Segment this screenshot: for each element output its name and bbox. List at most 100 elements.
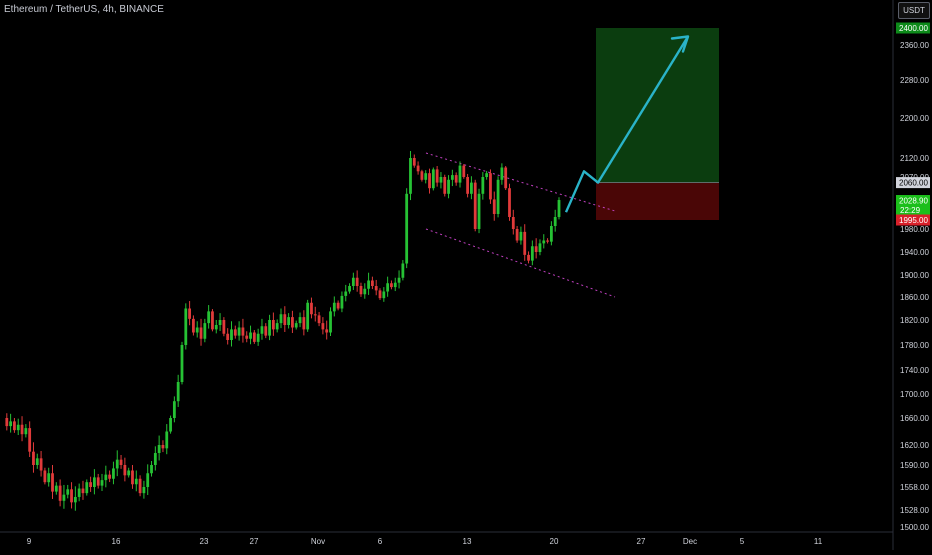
projection-path bbox=[564, 35, 690, 213]
candle-body bbox=[336, 302, 340, 309]
candle-body bbox=[77, 488, 81, 497]
candle-body bbox=[226, 333, 230, 340]
time-tick-label: 27 bbox=[637, 537, 646, 546]
candle-body bbox=[534, 246, 538, 252]
candle-body bbox=[374, 286, 378, 291]
candle-body bbox=[222, 320, 226, 334]
candle-body bbox=[409, 158, 412, 194]
price-tick-label: 2280.00 bbox=[900, 76, 929, 85]
candle-body bbox=[443, 177, 447, 194]
candle-body bbox=[302, 317, 306, 330]
candle-body bbox=[20, 424, 24, 435]
candle-body bbox=[264, 326, 268, 336]
candle-body bbox=[230, 329, 233, 340]
candle-body bbox=[47, 473, 51, 483]
candle-body bbox=[454, 175, 458, 183]
candle-body bbox=[462, 165, 466, 177]
long-position-tool bbox=[596, 28, 719, 220]
candle-body bbox=[199, 327, 203, 339]
candle-body bbox=[176, 382, 180, 402]
candle-body bbox=[420, 171, 424, 180]
candle-body bbox=[397, 277, 401, 283]
price-tick-label: 1820.00 bbox=[900, 316, 929, 325]
candle-body bbox=[386, 283, 390, 292]
candle-body bbox=[131, 470, 134, 485]
candle-body bbox=[332, 302, 336, 312]
candle-body bbox=[416, 165, 420, 172]
candle-body bbox=[249, 332, 252, 339]
target-zone bbox=[596, 28, 719, 183]
candle-body bbox=[81, 488, 85, 494]
price-tick-label: 1740.00 bbox=[900, 366, 929, 375]
candle-body bbox=[35, 458, 39, 465]
candle-body bbox=[195, 327, 199, 333]
candle-body bbox=[515, 229, 519, 241]
candle-body bbox=[405, 193, 409, 264]
candle-body bbox=[24, 428, 28, 435]
candle-body bbox=[127, 470, 131, 476]
candle-body bbox=[481, 177, 485, 194]
price-tick-label: 1900.00 bbox=[900, 271, 929, 280]
candle-body bbox=[51, 473, 54, 492]
candle-body bbox=[96, 477, 100, 486]
candle-body bbox=[523, 231, 527, 255]
candle-body bbox=[549, 226, 553, 242]
price-tick-label: 1558.00 bbox=[900, 483, 929, 492]
candle-body bbox=[157, 445, 161, 453]
time-tick-label: 16 bbox=[112, 537, 121, 546]
candle-body bbox=[233, 329, 237, 336]
price-tick-label: 1660.00 bbox=[900, 414, 929, 423]
candle-body bbox=[412, 158, 416, 166]
candle-body bbox=[5, 418, 9, 427]
candle-body bbox=[477, 193, 481, 229]
price-tag-label: 2028.90 bbox=[899, 197, 928, 206]
candle-body bbox=[172, 401, 176, 418]
candle-body bbox=[62, 494, 66, 501]
candle-body bbox=[146, 473, 150, 487]
candle-body bbox=[428, 173, 431, 189]
candle-body bbox=[73, 496, 77, 503]
candle-body bbox=[447, 179, 450, 194]
time-tick-label: 27 bbox=[250, 537, 259, 546]
candle-body bbox=[268, 320, 271, 336]
price-tick-label: 2360.00 bbox=[900, 41, 929, 50]
time-tick-label: Dec bbox=[683, 537, 697, 546]
candle-body bbox=[218, 320, 222, 325]
price-tag-label: 2060.00 bbox=[899, 179, 928, 188]
price-tag-label: 1995.00 bbox=[899, 216, 928, 225]
currency-button[interactable]: USDT bbox=[898, 2, 930, 19]
candle-body bbox=[325, 329, 329, 333]
candle-body bbox=[306, 302, 310, 330]
price-tag bbox=[896, 177, 930, 189]
time-tick-label: 11 bbox=[814, 537, 823, 546]
candle-body bbox=[100, 480, 104, 486]
candle-body bbox=[329, 311, 332, 333]
time-tick-label: 20 bbox=[550, 537, 559, 546]
candle-body bbox=[58, 485, 62, 501]
candle-body bbox=[511, 217, 515, 229]
price-tick-label: 1528.00 bbox=[900, 506, 929, 515]
price-tick-label: 1500.00 bbox=[900, 523, 929, 532]
candle-body bbox=[142, 487, 146, 494]
candle-body bbox=[473, 182, 477, 229]
time-axis: 9 16 23 27 Nov 6 13 20 27 Dec 5 11 bbox=[27, 537, 823, 546]
candle-body bbox=[458, 165, 462, 183]
candle-body bbox=[466, 177, 470, 194]
candle-body bbox=[112, 468, 115, 479]
candle-body bbox=[519, 231, 523, 241]
price-tick-label: 1780.00 bbox=[900, 341, 929, 350]
stop-zone bbox=[596, 182, 719, 220]
time-tick-label: 13 bbox=[463, 537, 472, 546]
candle-body bbox=[340, 295, 344, 309]
price-tag bbox=[896, 22, 930, 34]
candle-body bbox=[489, 173, 492, 200]
candle-body bbox=[370, 280, 374, 286]
chart-title: Ethereum / TetherUS, 4h, BINANCE bbox=[4, 4, 164, 15]
candle-body bbox=[108, 474, 112, 479]
candle-body bbox=[310, 302, 313, 315]
price-tick-label: 2120.00 bbox=[900, 154, 929, 163]
candle-body bbox=[321, 323, 325, 330]
candle-body bbox=[553, 217, 557, 226]
